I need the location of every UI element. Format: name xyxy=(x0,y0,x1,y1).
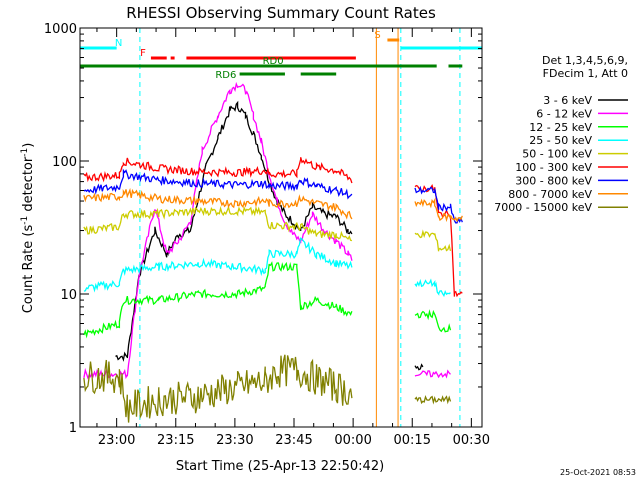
flag-label-rd6: RD6 xyxy=(215,70,236,81)
y-axis-ticks: 1 10 100 1000 xyxy=(44,22,482,436)
series-line-3 xyxy=(83,237,353,293)
legend-label-2: 12 - 25 keV xyxy=(529,121,592,134)
series-line-6 xyxy=(83,168,353,200)
late-segment-3 xyxy=(414,229,452,252)
flag-label-s: S xyxy=(374,30,380,41)
footer-timestamp: 25-Oct-2021 08:53 xyxy=(560,468,636,477)
legend-label-5: 100 - 300 keV xyxy=(515,161,592,174)
late-segment-7 xyxy=(414,363,424,371)
x-tick-label-4: 00:00 xyxy=(334,433,371,448)
legend-header-1: FDecim 1, Att 0 xyxy=(543,67,628,80)
legend-label-1: 6 - 12 keV xyxy=(536,107,592,120)
late-segment-5 xyxy=(414,309,452,333)
y-axis-label-sup2: -1 xyxy=(20,148,30,157)
legend-header-0: Det 1,3,4,5,6,9, xyxy=(542,54,628,67)
plot-frame xyxy=(79,27,483,428)
y-tick-label-0: 1 xyxy=(69,421,77,436)
y-axis-label-part3: ) xyxy=(21,143,36,148)
late-segment-0 xyxy=(414,183,463,298)
flag-label-n: N xyxy=(115,38,122,49)
x-tick-label-1: 23:15 xyxy=(157,433,194,448)
x-tick-label-3: 23:45 xyxy=(275,433,312,448)
legend-label-8: 7000 - 15000 keV xyxy=(494,201,592,214)
legend-label-3: 25 - 50 keV xyxy=(529,134,592,147)
series-line-7 xyxy=(83,187,353,220)
x-axis-label: Start Time (25-Apr-13 22:50:42) xyxy=(176,459,384,474)
x-tick-label-6: 00:30 xyxy=(453,433,490,448)
legend-label-6: 300 - 800 keV xyxy=(515,174,592,187)
series-line-0 xyxy=(115,100,353,362)
y-axis-label: Count Rate (s-1 detector-1) xyxy=(20,143,36,314)
chart-title: RHESSI Observing Summary Count Rates xyxy=(126,4,436,22)
series-line-8 xyxy=(83,354,353,423)
legend-label-7: 800 - 7000 keV xyxy=(508,188,592,201)
late-segment-4 xyxy=(414,278,451,298)
legend-label-4: 50 - 100 keV xyxy=(522,148,592,161)
flag-label-f: F xyxy=(140,48,146,59)
plot-layer: N F S RD0 RD6 xyxy=(80,28,482,427)
y-axis-label-part1: Count Rate (s xyxy=(21,225,36,314)
series-line-2 xyxy=(83,261,353,339)
legend-label-0: 3 - 6 keV xyxy=(543,94,592,107)
x-tick-label-5: 00:15 xyxy=(394,433,431,448)
y-tick-label-3: 1000 xyxy=(44,22,77,37)
legend: Det 1,3,4,5,6,9,FDecim 1, Att 0 3 - 6 keV… xyxy=(494,54,628,214)
late-segment-2 xyxy=(414,197,463,223)
y-tick-label-1: 10 xyxy=(60,288,77,303)
y-axis-label-sup: -1 xyxy=(20,216,30,225)
y-axis-label-part2: detector xyxy=(21,156,36,216)
y-tick-label-2: 100 xyxy=(52,155,77,170)
x-tick-label-2: 23:30 xyxy=(216,433,253,448)
x-axis-ticks: 23:00 23:15 23:30 23:45 00:00 00:15 00:30 xyxy=(96,28,490,448)
x-tick-label-0: 23:00 xyxy=(98,433,135,448)
late-segment-6 xyxy=(414,369,451,379)
series-line-4 xyxy=(83,205,353,242)
series-line-1 xyxy=(83,81,353,380)
late-segment-8 xyxy=(414,394,452,405)
flag-label-rd0: RD0 xyxy=(263,56,284,67)
series-line-5 xyxy=(83,157,353,184)
